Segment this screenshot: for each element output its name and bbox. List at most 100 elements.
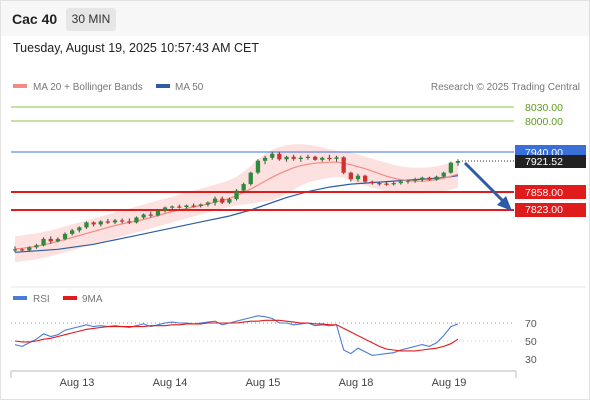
ma50-legend-swatch: [156, 84, 170, 88]
candle-body: [398, 181, 403, 184]
candle-body: [262, 157, 268, 161]
candle-body: [441, 172, 446, 177]
candle-body: [248, 172, 253, 185]
candle-body: [127, 221, 132, 223]
resistance-1-label: 8000.00: [525, 116, 563, 128]
rsi-layer: [14, 315, 459, 356]
timeframe-button[interactable]: 30 MIN: [66, 8, 116, 31]
candle-body: [170, 206, 175, 208]
candle-body: [105, 221, 110, 223]
rsi-tick-70: 70: [525, 318, 537, 330]
last-price-label: 7921.52: [525, 156, 563, 168]
rsi-legend-swatch: [13, 296, 27, 300]
candle-body: [341, 157, 346, 173]
candle-body: [84, 222, 89, 228]
forecast-arrow-head: [497, 196, 512, 211]
candle-body: [355, 175, 361, 180]
ma20-legend-swatch: [13, 84, 27, 88]
ma50-line: [14, 175, 459, 253]
candle-body: [455, 161, 461, 163]
rsi-line: [14, 315, 459, 356]
candle-body: [55, 238, 60, 242]
support-1-label-box: [515, 185, 586, 199]
candle-body: [34, 245, 39, 248]
candle-body: [334, 157, 339, 159]
candle-body: [62, 233, 68, 239]
candle-body: [70, 230, 75, 234]
candle-body: [241, 184, 246, 191]
candle-body: [220, 198, 225, 203]
candle-body: [155, 210, 161, 216]
candle-body: [177, 206, 182, 208]
candle-body: [112, 220, 118, 223]
candle-body: [363, 175, 368, 182]
ma50-legend-label: MA 50: [175, 82, 204, 93]
candle-body: [277, 153, 282, 160]
header-bar: Cac 40 30 MIN: [1, 1, 589, 36]
candle-body: [348, 172, 353, 180]
candle-body: [141, 214, 146, 218]
candle-body: [134, 217, 139, 223]
rsi-ma-line: [14, 319, 459, 352]
last-price-label-box: [515, 155, 586, 168]
candle-body: [148, 214, 153, 216]
candle-body: [405, 180, 411, 182]
candle-body: [120, 220, 125, 222]
candle-body: [234, 190, 239, 200]
candle-body: [298, 157, 303, 159]
candle-body: [391, 183, 396, 185]
candle-body: [384, 183, 389, 185]
x-tick-aug13: Aug 13: [60, 377, 95, 389]
candle-body: [98, 221, 103, 225]
rsi-legend-label: RSI: [33, 294, 50, 305]
candle-body: [198, 204, 203, 206]
rsi-tick-30: 30: [525, 354, 537, 366]
candle-body: [20, 249, 25, 251]
candle-body: [91, 222, 96, 225]
candle-body: [448, 162, 453, 173]
candle-body: [255, 160, 261, 173]
rsi-ma-legend-swatch: [63, 296, 77, 300]
chart-datetime: Tuesday, August 19, 2025 10:57:43 AM CET: [13, 41, 259, 55]
x-tick-aug19: Aug 19: [432, 377, 467, 389]
symbol-title: Cac 40: [12, 11, 58, 27]
forecast-arrow-shaft: [463, 161, 506, 204]
support-2-label-box: [515, 203, 586, 217]
candle-body: [27, 247, 32, 251]
support-1-label: 7858.00: [525, 187, 563, 199]
candle-body: [41, 238, 46, 246]
candle-body: [305, 156, 311, 158]
bollinger-band-fill: [15, 144, 458, 263]
rsi-ma-legend-label: 9MA: [82, 294, 103, 305]
candle-body: [434, 176, 439, 180]
candle-body: [370, 181, 375, 184]
ma20-legend-label: MA 20 + Bollinger Bands: [33, 82, 143, 93]
candle-body: [48, 238, 53, 242]
candle-body: [420, 177, 425, 180]
candle-body: [184, 205, 189, 207]
candle-body: [291, 156, 296, 159]
x-tick-aug18: Aug 18: [339, 377, 374, 389]
candle-body: [320, 157, 325, 160]
candle-body: [205, 202, 211, 205]
x-tick-aug15: Aug 15: [246, 377, 281, 389]
support-2-label: 7823.00: [525, 204, 563, 216]
candle-body: [12, 249, 18, 251]
candle-body: [77, 227, 82, 231]
candle-body: [427, 177, 432, 180]
candle-body: [191, 205, 196, 207]
candlestick-layer: [12, 151, 461, 253]
rsi-tick-50: 50: [525, 336, 537, 348]
copyright-label: Research © 2025 Trading Central: [431, 82, 580, 93]
candle-body: [162, 207, 168, 211]
candle-body: [327, 157, 332, 159]
candle-body: [284, 156, 289, 160]
candle-body: [413, 179, 418, 181]
resistance-2-label: 8030.00: [525, 102, 563, 114]
candle-body: [212, 198, 218, 203]
x-tick-aug14: Aug 14: [153, 377, 188, 389]
candle-body: [377, 183, 382, 185]
candle-body: [227, 199, 232, 203]
candle-body: [270, 153, 275, 158]
